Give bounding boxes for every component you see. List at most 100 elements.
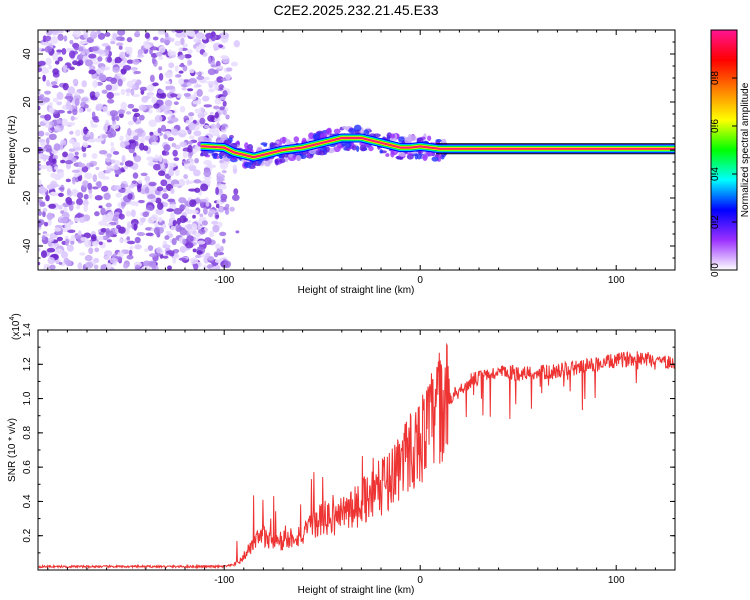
noise-blob [90,46,99,52]
noise-blob [128,139,136,144]
noise-blob [53,143,61,151]
noise-blob [181,160,191,164]
noise-blob [98,74,107,82]
noise-blob [217,221,223,228]
noise-blob [95,166,100,171]
noise-blob [158,170,166,177]
noise-blob [147,245,154,251]
noise-blob [196,240,206,245]
spectrogram-x-tick-label: 100 [608,275,625,286]
noise-blob [45,57,52,66]
noise-blob [98,241,103,246]
noise-blob [205,201,210,207]
noise-blob [160,37,165,43]
noise-blob [57,33,64,41]
noise-blob [49,121,54,127]
noise-blob [44,46,53,53]
ridge-halo-blob [325,128,332,135]
noise-blob [225,114,230,120]
noise-blob [64,95,74,100]
noise-blob [142,211,149,218]
noise-blob [56,236,63,242]
noise-blob [126,59,134,64]
noise-blob [181,87,187,91]
noise-blob [148,181,157,187]
noise-blob [119,162,124,166]
noise-blob [81,97,89,102]
noise-blob [56,118,62,124]
noise-blob [207,164,217,169]
noise-blob [210,123,217,130]
noise-blob [110,159,116,164]
noise-blob [133,155,142,163]
noise-blob [61,47,67,55]
noise-blob [226,67,233,72]
noise-blob [185,242,194,249]
ridge-halo-blob [337,143,342,149]
noise-blob [48,133,57,141]
noise-blob [136,54,145,58]
noise-blob [73,44,79,51]
noise-blob [199,79,208,84]
noise-blob [219,231,227,237]
noise-blob [57,30,64,34]
ridge-halo-blob [348,128,356,134]
noise-blob [149,74,155,83]
ridge-halo-blob [312,134,320,140]
spectrogram-y-tick-label: 40 [22,48,33,60]
noise-blob [120,167,125,173]
noise-blob [156,91,165,99]
noise-blob [194,157,199,164]
snr-y-tick-label: 0.6 [22,460,33,474]
noise-blob [147,194,156,200]
noise-blob [101,43,110,47]
noise-blob [80,236,88,242]
noise-blob [193,263,199,270]
noise-blob [47,256,56,265]
noise-blob [72,108,78,116]
noise-blob [168,62,175,69]
noise-blob [216,248,221,254]
noise-blob [172,256,177,264]
noise-blob [66,188,71,195]
noise-blob [102,124,108,132]
noise-blob [211,220,219,225]
noise-blob [90,120,94,125]
noise-blob [102,106,109,113]
noise-blob [82,199,89,207]
noise-blob [171,237,177,246]
noise-blob [75,129,81,137]
noise-blob [162,244,171,249]
noise-blob [219,106,225,111]
noise-blob [168,168,175,177]
ridge-halo-blob [389,133,396,139]
ridge-halo-blob [416,153,422,160]
noise-blob [92,240,99,247]
noise-blob [178,54,185,61]
noise-blob [48,203,57,209]
noise-blob [88,247,94,255]
noise-blob [134,128,143,133]
noise-blob [61,251,69,259]
noise-blob [188,68,195,74]
noise-blob [110,142,115,148]
noise-blob [232,164,238,170]
noise-blob [207,56,212,64]
noise-blob [51,85,59,89]
noise-blob [83,126,88,135]
snr-multiplier-close: ) [11,313,22,316]
noise-blob [52,30,59,36]
noise-blob [220,55,229,60]
noise-blob [118,213,125,220]
noise-blob [46,184,55,190]
noise-blob [132,83,140,91]
noise-blob [139,142,145,151]
snr-y-axis-label: SNR (10 * v/v) [7,418,18,482]
noise-blob [59,217,68,224]
noise-blob [44,132,50,136]
spectrogram-y-axis-label: Frequency (Hz) [7,116,18,185]
ridge-halo-blob [260,142,268,146]
noise-blob [113,185,122,191]
noise-blob [148,93,154,98]
noise-blob [204,237,212,245]
